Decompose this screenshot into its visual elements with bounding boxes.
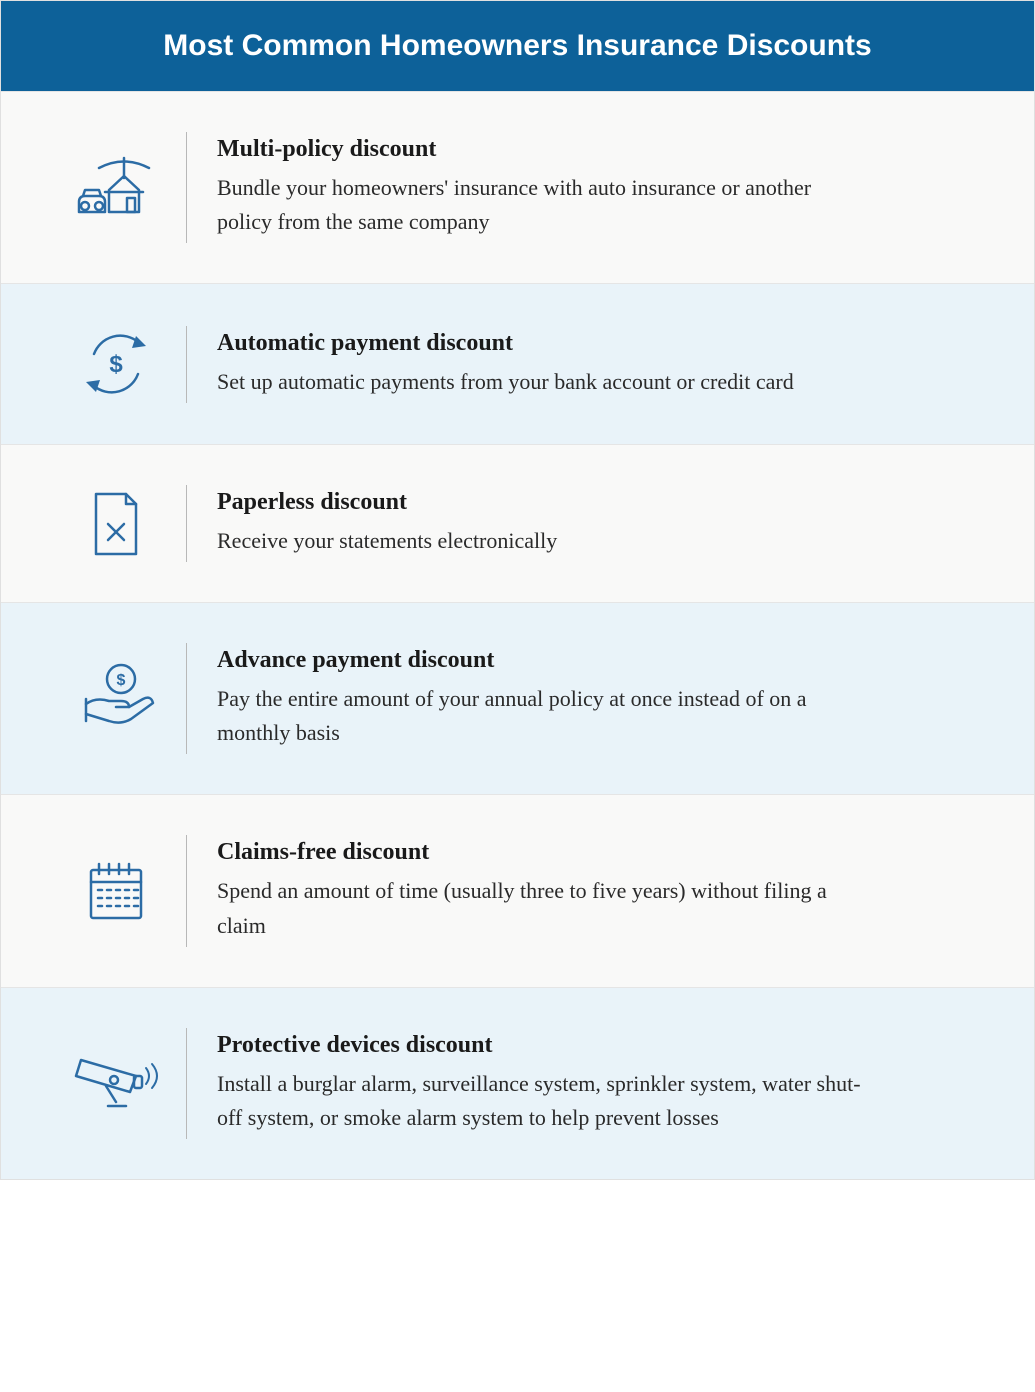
text-cell: Multi-policy discount Bundle your homeow… [186, 132, 867, 243]
protective-icon [46, 1048, 186, 1118]
text-cell: Protective devices discount Install a bu… [186, 1028, 867, 1139]
row-title: Paperless discount [217, 489, 557, 516]
row-desc: Receive your statements electronically [217, 524, 557, 558]
row-protective: Protective devices discount Install a bu… [1, 987, 1034, 1179]
paperless-icon [46, 486, 186, 561]
row-title: Multi-policy discount [217, 136, 867, 163]
header-title: Most Common Homeowners Insurance Discoun… [163, 29, 871, 62]
row-title: Protective devices discount [217, 1032, 867, 1059]
claims-free-icon [46, 856, 186, 926]
row-desc: Bundle your homeowners' insurance with a… [217, 171, 867, 239]
row-desc: Spend an amount of time (usually three t… [217, 874, 867, 942]
row-title: Claims-free discount [217, 839, 867, 866]
row-advance-payment: $ Advance payment discount Pay the entir… [1, 602, 1034, 794]
row-desc: Pay the entire amount of your annual pol… [217, 682, 867, 750]
row-multi-policy: Multi-policy discount Bundle your homeow… [1, 91, 1034, 283]
text-cell: Paperless discount Receive your statemen… [186, 485, 557, 562]
multi-policy-icon [46, 150, 186, 225]
text-cell: Advance payment discount Pay the entire … [186, 643, 867, 754]
auto-payment-icon: $ [46, 324, 186, 404]
infographic-container: Most Common Homeowners Insurance Discoun… [0, 0, 1035, 1180]
row-claims-free: Claims-free discount Spend an amount of … [1, 794, 1034, 986]
row-title: Automatic payment discount [217, 330, 794, 357]
row-desc: Set up automatic payments from your bank… [217, 365, 794, 399]
advance-payment-icon: $ [46, 659, 186, 739]
header: Most Common Homeowners Insurance Discoun… [1, 1, 1034, 91]
svg-text:$: $ [109, 351, 123, 378]
row-title: Advance payment discount [217, 647, 867, 674]
row-auto-payment: $ Automatic payment discount Set up auto… [1, 283, 1034, 444]
text-cell: Claims-free discount Spend an amount of … [186, 835, 867, 946]
svg-text:$: $ [117, 672, 126, 689]
row-paperless: Paperless discount Receive your statemen… [1, 444, 1034, 602]
row-desc: Install a burglar alarm, surveillance sy… [217, 1067, 867, 1135]
text-cell: Automatic payment discount Set up automa… [186, 326, 794, 403]
